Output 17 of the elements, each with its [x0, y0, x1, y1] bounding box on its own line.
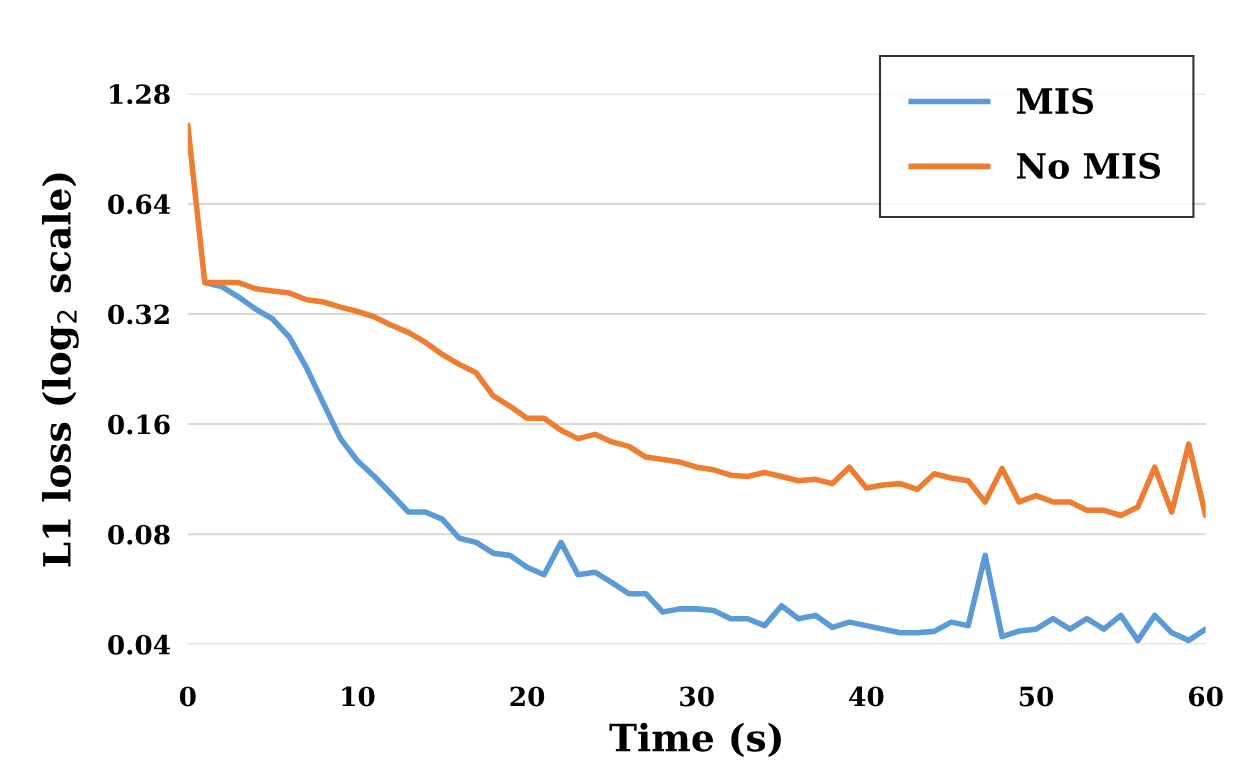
y-tick-label: 1.28: [110, 84, 170, 105]
x-tick-label: 20: [510, 686, 545, 707]
y-tick-label: 0.08: [108, 524, 170, 545]
y-tick-label: 0.04: [108, 634, 171, 655]
x-tick-label: 60: [1188, 686, 1223, 707]
x-tick-label: 10: [342, 686, 375, 707]
x-tick-label: 40: [849, 686, 884, 707]
y-tick-label: 0.16: [108, 414, 170, 435]
x-tick-label: 0: [179, 686, 196, 707]
y-tick-label: 0.64: [108, 194, 171, 215]
x-tick-label: 50: [1019, 686, 1054, 707]
legend-label: No MIS: [1016, 152, 1161, 179]
y-tick-label: 0.32: [108, 304, 169, 325]
x-tick-label: 30: [680, 686, 714, 707]
legend-label: MIS: [1016, 87, 1094, 115]
x-axis-title: Time (s): [609, 722, 781, 757]
y-axis-title: L1 loss (log$_{2}$ scale): [41, 173, 79, 567]
